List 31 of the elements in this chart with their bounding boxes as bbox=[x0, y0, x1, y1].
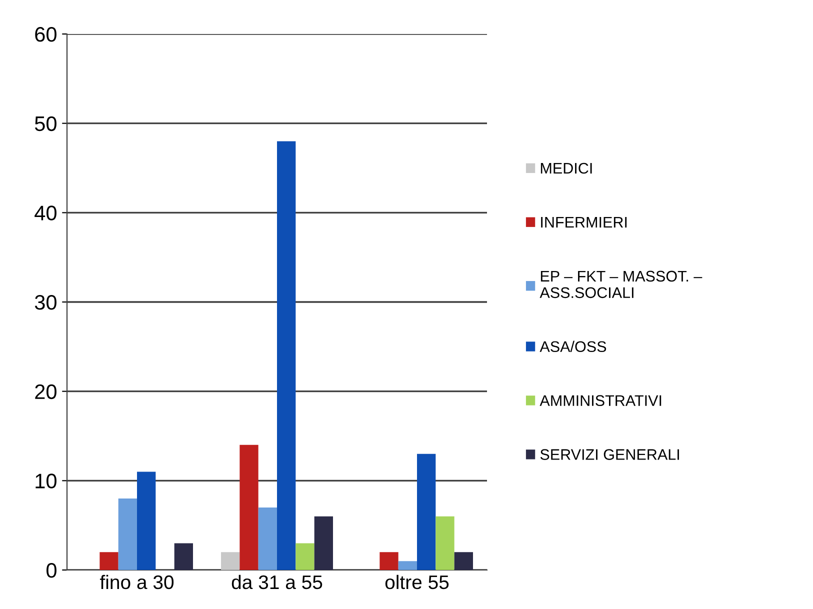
bar bbox=[436, 516, 454, 570]
legend-label: AMMINISTRATIVI bbox=[540, 395, 662, 406]
bar bbox=[454, 552, 473, 570]
y-tick-label: 50 bbox=[34, 116, 56, 132]
bar bbox=[296, 543, 314, 570]
bar bbox=[258, 507, 277, 570]
y-tick-label: 20 bbox=[35, 384, 56, 400]
y-tick-label: 60 bbox=[35, 27, 56, 42]
bar bbox=[221, 552, 240, 570]
bar bbox=[380, 552, 398, 570]
bar bbox=[118, 498, 137, 570]
legend-label: INFERMIERI bbox=[541, 216, 627, 228]
bar bbox=[398, 561, 417, 570]
bar bbox=[314, 516, 333, 570]
bar bbox=[100, 552, 118, 570]
x-tick-label: fino a 30 bbox=[100, 574, 174, 590]
legend-label: SERVIZI GENERALI bbox=[540, 449, 679, 460]
y-tick-label: 30 bbox=[34, 295, 56, 310]
legend-label: MEDICI bbox=[540, 162, 592, 174]
legend-label: EP – FKT – MASSOT. – ASS.SOCIALI bbox=[540, 270, 702, 298]
x-tick-label: oltre 55 bbox=[385, 574, 449, 590]
bar bbox=[137, 472, 156, 570]
y-tick-label: 10 bbox=[36, 474, 56, 488]
bar bbox=[174, 543, 193, 570]
legend-label: ASA/OSS bbox=[540, 340, 606, 352]
bar bbox=[240, 444, 258, 570]
bar bbox=[277, 141, 296, 570]
y-tick-label: 40 bbox=[34, 206, 56, 220]
bar bbox=[417, 454, 436, 570]
y-tick-label: 0 bbox=[46, 563, 56, 578]
x-tick-label: da 31 a 55 bbox=[232, 574, 322, 590]
